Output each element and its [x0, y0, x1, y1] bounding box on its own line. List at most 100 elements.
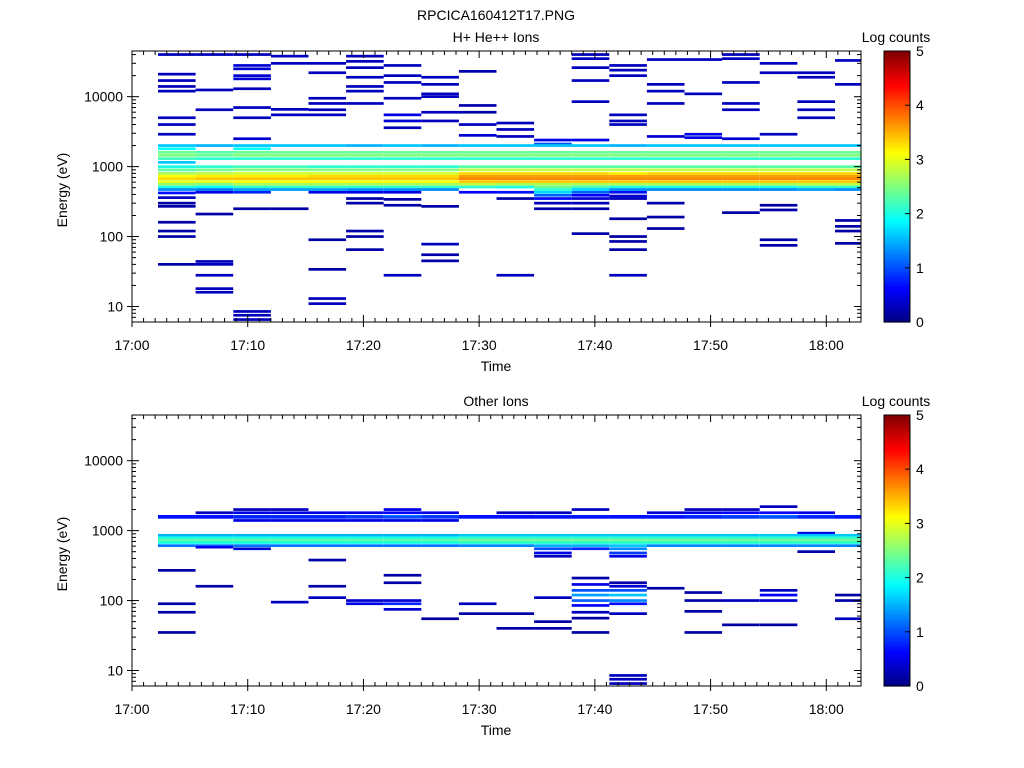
heatmap-cell — [571, 538, 610, 542]
colorbar-segment — [884, 634, 910, 637]
heatmap-cell — [571, 610, 610, 614]
heatmap-cell — [308, 168, 347, 172]
colorbar-segment — [884, 676, 910, 680]
colorbar-segment — [884, 213, 910, 217]
heatmap-cell — [158, 154, 196, 157]
heatmap-cell — [308, 113, 347, 117]
heatmap-cell — [684, 174, 723, 178]
y-tick-label: 100 — [100, 229, 124, 245]
heatmap-cell — [534, 154, 572, 157]
x-axis: 17:00 17:10 17:20 17:30 17:40 17:50 18:00 — [114, 415, 862, 717]
panel-title: H+ He++ Ions — [453, 29, 540, 45]
colorbar-segment — [884, 310, 910, 314]
heatmap-cell — [233, 188, 271, 191]
colorbar-segment — [884, 172, 910, 176]
panel-h-he-ions: H+ He++ Ions Log counts 17:00 17:10 17:20 1… — [54, 29, 930, 374]
heatmap-cell — [835, 154, 861, 157]
colorbar-segment — [884, 179, 910, 183]
heatmap-cell — [609, 516, 647, 519]
heatmap-cell — [458, 168, 497, 172]
colorbar-segment — [884, 570, 910, 574]
heatmap-cell — [797, 177, 835, 181]
heatmap-cell — [496, 533, 535, 537]
heatmap-cell — [421, 75, 459, 79]
heatmap-cell — [158, 168, 196, 172]
colorbar-segment — [884, 170, 910, 174]
heatmap-cell — [609, 182, 647, 186]
colorbar-segment — [884, 428, 910, 432]
heatmap-cell — [609, 235, 647, 238]
colorbar-segment — [884, 301, 910, 305]
colorbar-segment — [884, 80, 910, 84]
heatmap-cell — [722, 211, 760, 214]
colorbar-tick-label: 4 — [916, 461, 924, 477]
heatmap-cell — [835, 168, 861, 172]
heatmap-cell — [458, 165, 497, 168]
heatmap-cell — [233, 533, 271, 537]
colorbar-segment — [884, 211, 910, 215]
heatmap-cell — [609, 544, 647, 547]
heatmap-cell — [308, 538, 347, 542]
heatmap-cell — [346, 66, 384, 69]
colorbar-label: Log counts — [862, 393, 931, 409]
colorbar-segment — [884, 60, 910, 63]
heatmap-cell — [458, 134, 497, 137]
heatmap-cell — [835, 144, 861, 147]
heatmap-cell — [534, 174, 572, 178]
heatmap-cell — [759, 538, 798, 542]
heatmap-cell — [346, 157, 384, 160]
colorbar-segment — [884, 473, 910, 477]
heatmap-cell — [835, 229, 861, 233]
heatmap-cell — [346, 144, 384, 147]
heatmap-cell — [797, 157, 835, 160]
heatmap-cell — [270, 508, 309, 511]
heatmap-cell — [797, 538, 835, 542]
heatmap-cell — [496, 538, 535, 542]
colorbar-segment — [884, 471, 910, 475]
heatmap-cell — [458, 612, 497, 615]
heatmap-cell — [571, 583, 610, 586]
heatmap-cell — [684, 610, 723, 613]
colorbar-segment — [884, 550, 910, 554]
heatmap-cell — [722, 508, 760, 511]
heatmap-cell — [534, 182, 572, 186]
colorbar-segment — [884, 654, 910, 658]
colorbar-segment — [884, 78, 910, 81]
heatmap-cell — [346, 174, 384, 178]
heatmap-cell — [308, 596, 347, 599]
heatmap-cell — [759, 157, 798, 160]
colorbar-segment — [884, 665, 910, 669]
colorbar-segment — [884, 209, 910, 212]
colorbar-segment — [884, 475, 910, 479]
heatmap-cell — [609, 273, 647, 277]
heatmap-cell — [270, 185, 309, 189]
heatmap-cell — [534, 207, 572, 211]
heatmap-cell — [308, 544, 347, 547]
y-axis: 10 100 1000 10000 — [84, 418, 861, 687]
colorbar-segment — [884, 426, 910, 430]
colorbar-segment — [884, 200, 910, 203]
y-axis: 10 100 1000 10000 — [84, 54, 861, 323]
colorbar-segment — [884, 582, 910, 585]
colorbar: 0 1 2 3 4 5 — [883, 407, 924, 694]
heatmap-cell — [195, 88, 234, 92]
heatmap-cell — [308, 151, 347, 154]
colorbar-segment — [884, 566, 910, 570]
colorbar-segment — [884, 312, 910, 316]
colorbar-tick-label: 2 — [916, 570, 924, 586]
colorbar-segment — [884, 433, 910, 436]
heatmap-cell — [571, 151, 610, 154]
colorbar-segment — [884, 254, 910, 258]
heatmap-cell — [383, 188, 422, 191]
colorbar-segment — [884, 206, 910, 210]
heatmap-cell — [797, 100, 835, 103]
heatmap-cell — [534, 142, 572, 146]
colorbar-segment — [884, 315, 910, 319]
heatmap-cell — [684, 92, 723, 96]
heatmap-cell — [646, 83, 685, 86]
heatmap-cell — [797, 536, 835, 540]
heatmap-cell — [684, 157, 723, 160]
heatmap-cell — [571, 53, 610, 56]
heatmap-cell — [571, 165, 610, 168]
colorbar-segment — [884, 584, 910, 588]
